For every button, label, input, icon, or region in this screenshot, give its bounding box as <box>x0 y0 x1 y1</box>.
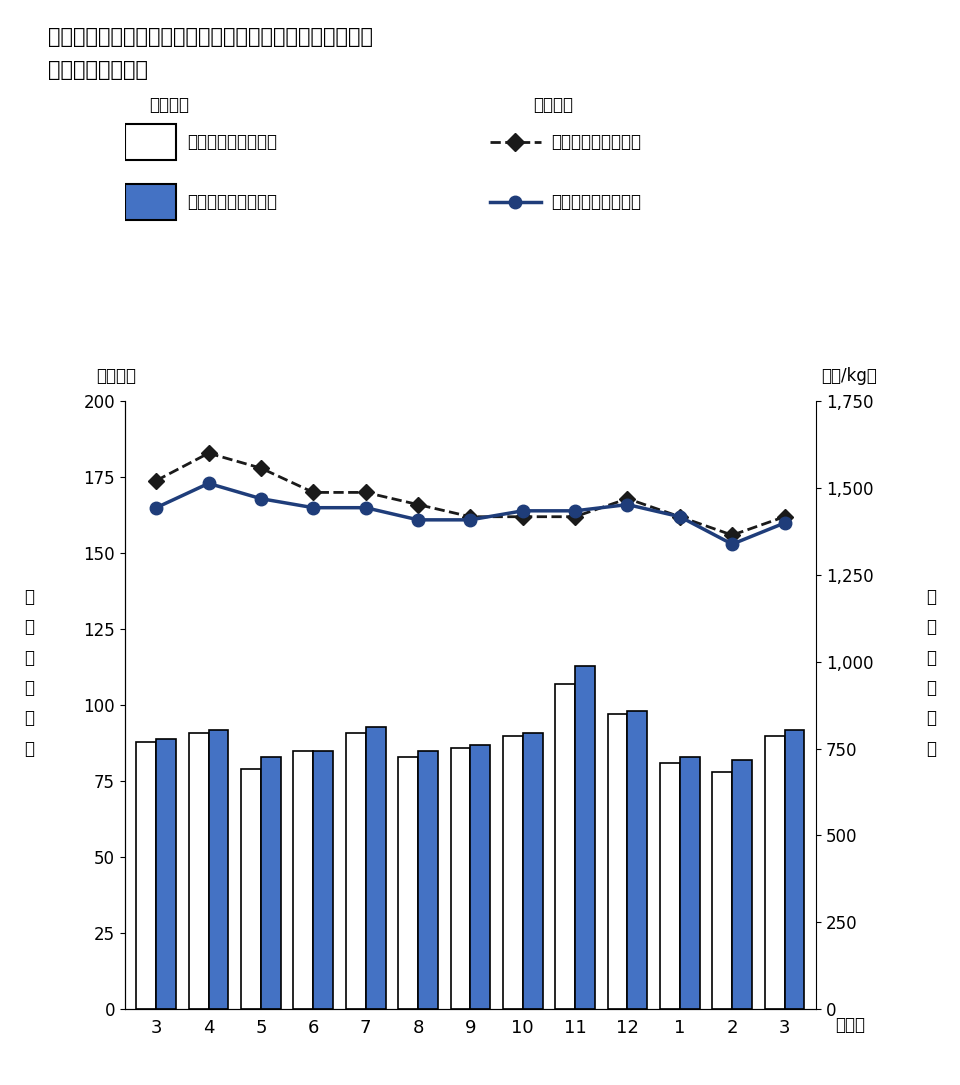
Text: 卸売価格: 卸売価格 <box>533 95 573 114</box>
Bar <box>608 714 628 1009</box>
Text: ）

卸

売

価

格

（: ） 卸 売 価 格 （ <box>926 588 936 757</box>
Bar <box>503 736 523 1009</box>
Bar <box>628 712 647 1009</box>
Bar <box>241 769 261 1009</box>
Bar <box>156 739 176 1009</box>
Bar <box>765 736 784 1009</box>
Bar <box>366 727 386 1009</box>
Bar <box>660 763 680 1009</box>
Bar <box>555 684 575 1009</box>
Bar <box>346 732 366 1009</box>
Bar <box>450 748 470 1009</box>
Text: （千頭）: （千頭） <box>96 367 136 385</box>
Bar <box>470 744 491 1009</box>
Text: の推移（全国）: の推移（全国） <box>48 60 148 79</box>
Text: 令和３．３～４．３: 令和３．３～４．３ <box>552 133 641 151</box>
Text: 図２　成牛と畜頭数及び卸売価格（去勢Ｂ－３・２規格）: 図２ 成牛と畜頭数及び卸売価格（去勢Ｂ－３・２規格） <box>48 27 373 47</box>
Bar <box>784 729 804 1009</box>
Bar <box>261 757 281 1009</box>
Bar <box>136 742 156 1009</box>
Bar <box>732 760 752 1009</box>
Text: （

と

畜

頭

数

）: （ と 畜 頭 数 ） <box>24 588 34 757</box>
Bar <box>712 773 732 1009</box>
Bar <box>125 124 176 161</box>
Bar <box>208 729 228 1009</box>
Text: 令和３．３～４．３: 令和３．３～４．３ <box>187 133 276 151</box>
Bar <box>418 751 438 1009</box>
Bar <box>575 666 595 1009</box>
Text: 令和４．３～５．３: 令和４．３～５．３ <box>187 193 276 210</box>
Bar <box>398 757 418 1009</box>
Bar <box>313 751 333 1009</box>
Bar <box>680 757 700 1009</box>
Text: （円/kg）: （円/kg） <box>821 367 876 385</box>
Text: 令和４．３～５．３: 令和４．３～５．３ <box>552 193 641 210</box>
Bar <box>125 183 176 220</box>
Text: （月）: （月） <box>835 1017 865 1034</box>
Text: と畜頭数: と畜頭数 <box>149 95 189 114</box>
Bar <box>189 732 208 1009</box>
Bar <box>523 732 542 1009</box>
Bar <box>294 751 313 1009</box>
